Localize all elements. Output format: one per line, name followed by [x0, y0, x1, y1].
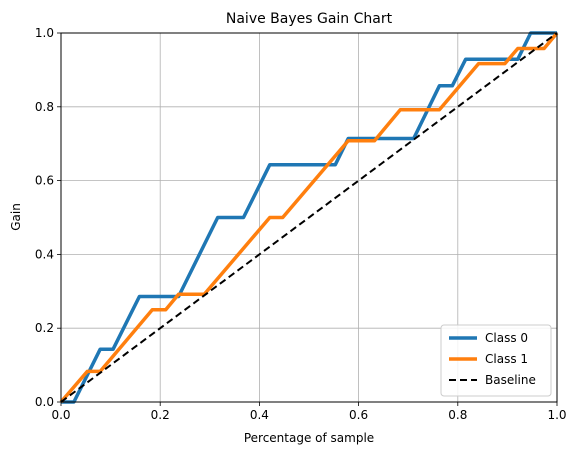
series-line-class-0 — [61, 31, 557, 404]
plot-frame — [60, 32, 558, 403]
x-axis-label: Percentage of sample — [244, 431, 374, 445]
y-tick-label: 0.6 — [35, 174, 54, 188]
x-tick-label: 1.0 — [547, 408, 566, 422]
series-lines — [59, 31, 559, 404]
chart-title: Naive Bayes Gain Chart — [226, 11, 393, 27]
y-tick-label: 0.0 — [35, 395, 54, 409]
y-tick-label: 0.8 — [35, 100, 54, 114]
y-tick-label: 0.4 — [35, 247, 54, 261]
y-tick-label: 0.2 — [35, 321, 54, 335]
legend-label: Class 0 — [485, 331, 528, 345]
x-tick-label: 0.0 — [51, 408, 70, 422]
axis-ticks: 0.0 0.2 0.4 0.6 0.8 1.0 0.0 0.2 0.4 0.6 0.8 1.0 — [35, 26, 567, 422]
series-line-class-1 — [59, 31, 559, 404]
legend-box — [440, 324, 552, 397]
legend-label: Baseline — [485, 373, 536, 387]
legend-label: Class 1 — [485, 352, 528, 366]
x-tick-label: 0.6 — [349, 408, 368, 422]
series-line-baseline — [60, 32, 558, 403]
y-axis-label: Gain — [9, 203, 23, 231]
x-tick-label: 0.4 — [250, 408, 269, 422]
y-tick-label: 1.0 — [35, 26, 54, 40]
legend: Class 0 Class 1 Baseline — [440, 324, 552, 397]
x-tick-label: 0.8 — [448, 408, 467, 422]
x-tick-label: 0.2 — [151, 408, 170, 422]
